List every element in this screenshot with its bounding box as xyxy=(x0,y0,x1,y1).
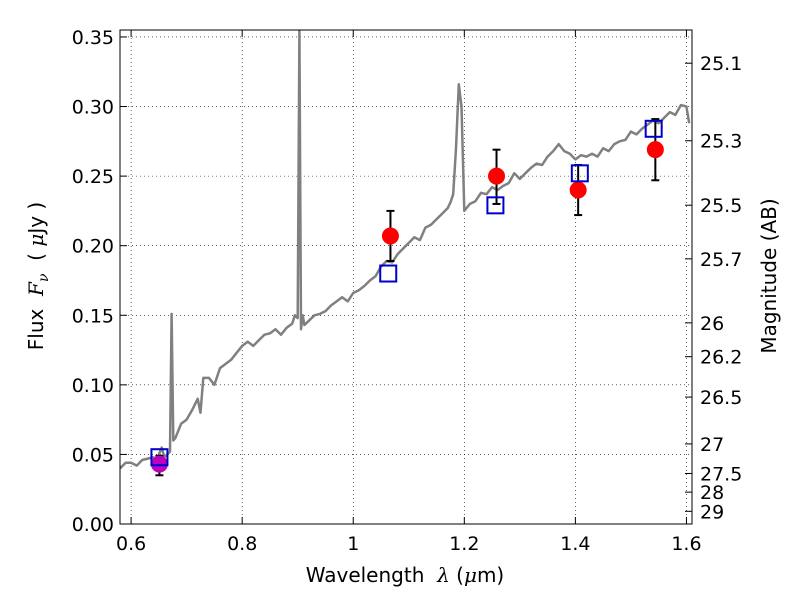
axis-ticks: 0.6 0.8 1 1.2 1.4 1.6 0.00 0.05 0.10 0.15 0.20 0.25… xyxy=(72,27,743,555)
photometry-point xyxy=(646,141,664,159)
photometry-point xyxy=(488,167,506,185)
plot-frame xyxy=(119,29,693,525)
x-tick-label: 1.6 xyxy=(671,533,701,555)
grid-lines xyxy=(120,30,692,525)
x-tick-label: 1 xyxy=(347,533,359,555)
y2-axis-label: Magnitude (AB) xyxy=(757,198,781,353)
x-tick-label: 1.4 xyxy=(560,533,590,555)
photometry-point xyxy=(381,227,399,245)
x-tick-label: 0.6 xyxy=(116,533,146,555)
mag-tick-label: 25.1 xyxy=(700,53,742,75)
mag-tick-label: 25.5 xyxy=(700,195,742,217)
photometry-point xyxy=(150,455,168,473)
model-point xyxy=(486,196,505,215)
mag-tick-label: 26 xyxy=(700,313,724,335)
photometry-point xyxy=(569,181,587,199)
model-point xyxy=(644,119,663,138)
model-point xyxy=(570,164,589,183)
plot-clip-group xyxy=(120,30,691,477)
y-tick-label: 0.15 xyxy=(72,305,114,327)
mag-tick-label: 25.7 xyxy=(700,249,742,271)
y-tick-label: 0.00 xyxy=(72,514,114,536)
y-tick-label: 0.35 xyxy=(72,27,114,49)
x-tick-label: 0.8 xyxy=(227,533,257,555)
mag-tick-label: 26.5 xyxy=(700,387,742,409)
mag-tick-label: 29 xyxy=(700,501,724,523)
model-point xyxy=(379,264,398,283)
mag-tick-label: 27.5 xyxy=(700,463,742,485)
y-tick-label: 0.10 xyxy=(72,375,114,397)
y-tick-label: 0.05 xyxy=(72,444,114,466)
y-axis-label: Flux Fν ( μJy ) xyxy=(24,202,52,350)
mag-tick-label: 28 xyxy=(700,482,724,504)
x-tick-label: 1.2 xyxy=(449,533,479,555)
mag-tick-label: 25.3 xyxy=(700,131,742,153)
mag-tick-label: 26.2 xyxy=(700,347,742,369)
y-tick-label: 0.20 xyxy=(72,236,114,258)
mag-tick-label: 27 xyxy=(700,434,724,456)
model-point xyxy=(150,448,169,467)
y-tick-label: 0.30 xyxy=(72,97,114,119)
spectrum-line xyxy=(120,30,691,470)
y-tick-label: 0.25 xyxy=(72,166,114,188)
x-axis-label: Wavelength λ (μm) xyxy=(306,563,505,587)
plot-area xyxy=(120,30,691,477)
